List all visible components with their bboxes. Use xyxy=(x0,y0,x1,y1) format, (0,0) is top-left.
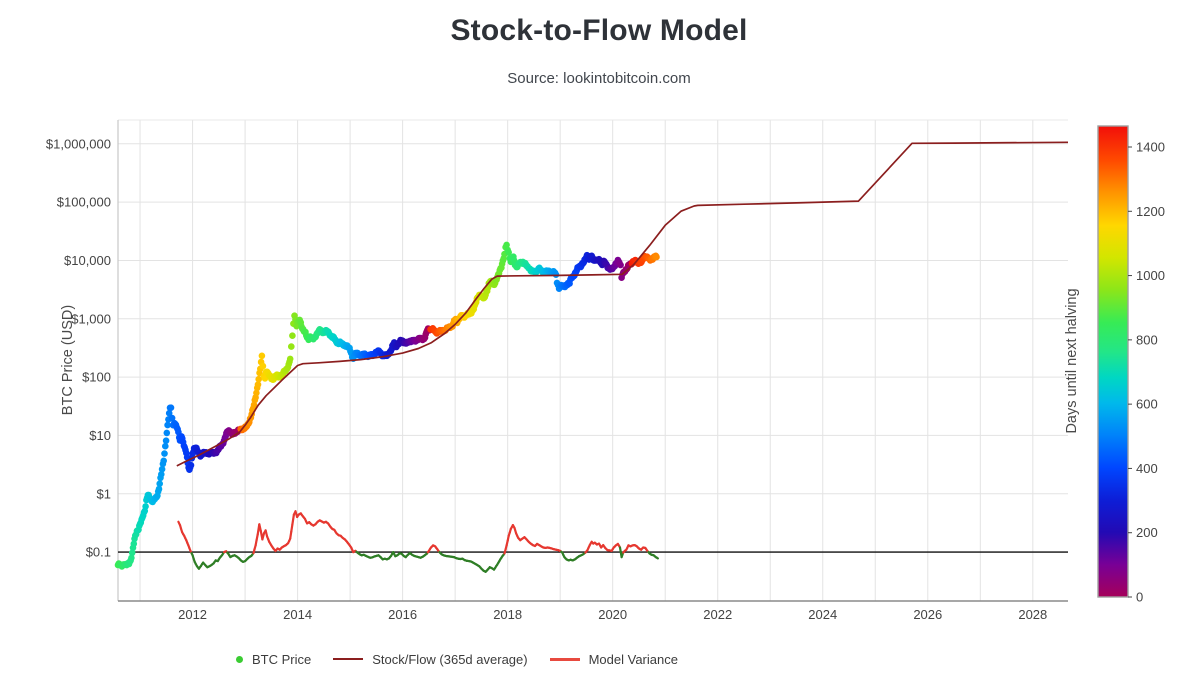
btc-price-dot xyxy=(258,352,266,360)
y-tick-label: $1,000 xyxy=(71,311,111,326)
chart-subtitle: Source: lookintobitcoin.com xyxy=(507,70,691,87)
y-tick-label: $10,000 xyxy=(64,253,111,268)
btc-price-dot xyxy=(653,253,660,261)
legend-label: BTC Price xyxy=(252,651,312,667)
btc-price-dot xyxy=(253,389,260,397)
model-variance-segment xyxy=(290,523,294,533)
legend: BTC Price Stock/Flow (365d average) Mode… xyxy=(236,646,678,672)
y-tick-label: $10 xyxy=(89,428,111,443)
btc-price-dot xyxy=(158,465,166,473)
btc-price-dot xyxy=(288,343,295,350)
y-tick-label: $100,000 xyxy=(57,195,111,210)
colorbar-tick-label: 1400 xyxy=(1136,140,1165,155)
btc-price-dot xyxy=(155,485,163,493)
btc-price-dot xyxy=(617,261,624,269)
model-variance-segment xyxy=(289,530,293,540)
btc-price-dot xyxy=(142,503,149,510)
legend-item-stock-flow[interactable]: Stock/Flow (365d average) xyxy=(333,651,528,667)
btc-price-dot xyxy=(162,437,170,445)
colorbar-tick-label: 200 xyxy=(1136,525,1158,540)
model-variance-segment xyxy=(291,513,295,526)
btc-price-dot xyxy=(286,355,294,363)
colorbar-gradient xyxy=(1097,125,1129,598)
colorbar-tick-label: 1000 xyxy=(1136,268,1165,283)
colorbar-tick-label: 800 xyxy=(1136,332,1158,347)
x-tick-label: 2012 xyxy=(178,607,207,622)
btc-price-dot xyxy=(161,450,168,457)
y-axis-title: BTC Price (USD) xyxy=(60,304,76,416)
plot-area[interactable] xyxy=(118,120,1068,601)
model-variance-segment xyxy=(655,556,660,560)
y-tick-label: $0.1 xyxy=(86,545,111,560)
btc-price-dot xyxy=(289,332,296,340)
colorbar-tick-label: 400 xyxy=(1136,461,1158,476)
stock-flow-line xyxy=(176,141,1069,467)
btc-price-dot xyxy=(505,249,512,256)
btc-price-dot xyxy=(156,480,163,488)
model-variance-line-icon xyxy=(549,657,580,661)
btc-price-dot xyxy=(503,241,510,249)
btc-price-dot xyxy=(164,421,171,429)
btc-price-dot xyxy=(128,549,136,557)
x-tick-label: 2022 xyxy=(703,607,732,622)
btc-price-dot xyxy=(167,404,175,412)
legend-item-btc-price[interactable]: BTC Price xyxy=(236,652,311,667)
colorbar-title: Days until next halving xyxy=(1064,288,1080,434)
btc-price-dot xyxy=(128,554,135,562)
btc-price-dot xyxy=(160,457,167,465)
y-tick-label: $100 xyxy=(82,370,111,385)
legend-label: Model Variance xyxy=(588,651,678,667)
x-tick-label: 2024 xyxy=(808,607,837,622)
y-tick-label: $1,000,000 xyxy=(46,136,111,151)
colorbar-tick-label: 0 xyxy=(1136,590,1143,605)
x-tick-label: 2016 xyxy=(388,607,417,622)
colorbar-tick-label: 600 xyxy=(1136,397,1158,412)
btc-price-dot xyxy=(255,375,262,383)
model-variance-segment xyxy=(258,523,262,533)
chart-title: Stock-to-Flow Model xyxy=(450,14,748,47)
btc-price-dot xyxy=(254,381,262,388)
btc-price-dot xyxy=(163,429,171,437)
btc-price-dot xyxy=(259,362,267,370)
legend-label: Stock/Flow (365d average) xyxy=(372,651,528,667)
btc-price-dot xyxy=(187,461,195,469)
x-tick-label: 2018 xyxy=(493,607,522,622)
x-tick-label: 2020 xyxy=(598,607,627,622)
legend-item-model-variance[interactable]: Model Variance xyxy=(549,651,678,667)
colorbar-tick-label: 1200 xyxy=(1136,204,1165,219)
stock-flow-line-icon xyxy=(333,658,364,660)
btc-price-marker-icon xyxy=(236,655,243,663)
x-tick-label: 2028 xyxy=(1018,607,1047,622)
btc-price-dot xyxy=(158,471,165,478)
btc-price-dot xyxy=(162,442,169,450)
x-tick-label: 2014 xyxy=(283,607,312,622)
btc-price-dot xyxy=(165,409,173,417)
btc-price-dot xyxy=(130,540,138,548)
y-tick-label: $1 xyxy=(97,486,111,501)
x-tick-label: 2026 xyxy=(913,607,942,622)
